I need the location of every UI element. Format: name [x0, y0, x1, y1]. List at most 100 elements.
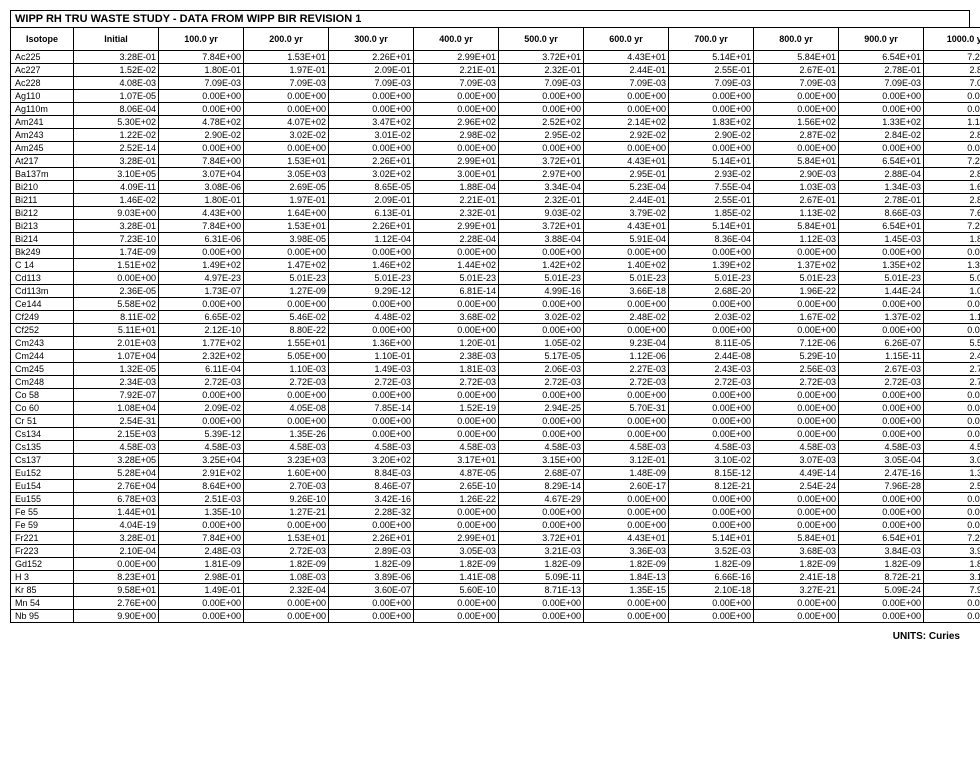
value-cell: 0.00E+00: [839, 428, 924, 441]
value-cell: 2.69E-05: [244, 181, 329, 194]
value-cell: 2.10E-18: [669, 584, 754, 597]
value-cell: 7.09E-03: [669, 77, 754, 90]
value-cell: 0.00E+00: [244, 246, 329, 259]
value-cell: 1.52E-02: [74, 64, 159, 77]
value-cell: 0.00E+00: [839, 298, 924, 311]
value-cell: 4.43E+01: [584, 220, 669, 233]
value-cell: 4.07E+02: [244, 116, 329, 129]
value-cell: 2.28E-04: [414, 233, 499, 246]
value-cell: 2.41E-18: [754, 571, 839, 584]
value-cell: 6.81E-14: [414, 285, 499, 298]
table-row: Cm2441.07E+042.32E+025.05E+001.10E-012.3…: [11, 350, 980, 363]
value-cell: 3.52E-03: [669, 545, 754, 558]
value-cell: 1.82E-09: [754, 558, 839, 571]
value-cell: 0.00E+00: [924, 103, 980, 116]
value-cell: 0.00E+00: [499, 103, 584, 116]
value-cell: 8.64E+00: [159, 480, 244, 493]
value-cell: 2.44E-01: [584, 64, 669, 77]
value-cell: 1.96E-22: [754, 285, 839, 298]
isotope-cell: Bi211: [11, 194, 74, 207]
value-cell: 0.00E+00: [924, 402, 980, 415]
value-cell: 1.37E-02: [839, 311, 924, 324]
isotope-cell: Cf249: [11, 311, 74, 324]
value-cell: 2.44E-08: [669, 350, 754, 363]
value-cell: 0.00E+00: [669, 519, 754, 532]
value-cell: 3.17E+01: [414, 454, 499, 467]
isotope-cell: Fr223: [11, 545, 74, 558]
value-cell: 1.07E+04: [74, 350, 159, 363]
value-cell: 2.92E-02: [584, 129, 669, 142]
value-cell: 3.02E+02: [329, 168, 414, 181]
value-cell: 3.72E+01: [499, 155, 584, 168]
value-cell: 3.28E-01: [74, 51, 159, 64]
isotope-cell: Ag110m: [11, 103, 74, 116]
value-cell: 2.84E-02: [839, 129, 924, 142]
value-cell: 2.78E-01: [839, 194, 924, 207]
value-cell: 2.34E-03: [74, 376, 159, 389]
value-cell: 0.00E+00: [244, 519, 329, 532]
value-cell: 4.58E-03: [839, 441, 924, 454]
isotope-cell: Cs135: [11, 441, 74, 454]
isotope-cell: Am241: [11, 116, 74, 129]
value-cell: 7.09E-03: [159, 77, 244, 90]
isotope-cell: Cm243: [11, 337, 74, 350]
col-header-value: 400.0 yr: [414, 28, 499, 51]
value-cell: 3.79E-02: [584, 207, 669, 220]
value-cell: 1.47E+02: [244, 259, 329, 272]
value-cell: 1.44E+01: [74, 506, 159, 519]
table-row: Cs1342.15E+035.39E-121.35E-260.00E+000.0…: [11, 428, 980, 441]
value-cell: 2.99E+01: [414, 155, 499, 168]
value-cell: 2.90E-02: [159, 129, 244, 142]
value-cell: 2.72E-03: [244, 545, 329, 558]
value-cell: 5.60E-10: [414, 584, 499, 597]
value-cell: 2.99E+01: [414, 220, 499, 233]
value-cell: 2.96E+02: [414, 116, 499, 129]
value-cell: 1.36E+00: [329, 337, 414, 350]
table-row: Ag110m8.06E-040.00E+000.00E+000.00E+000.…: [11, 103, 980, 116]
value-cell: 1.49E-01: [159, 584, 244, 597]
value-cell: 0.00E+00: [244, 90, 329, 103]
table-row: Bi2129.03E+004.43E+001.64E+006.13E-012.3…: [11, 207, 980, 220]
data-table: IsotopeInitial100.0 yr200.0 yr300.0 yr40…: [10, 27, 980, 623]
value-cell: 0.00E+00: [669, 103, 754, 116]
value-cell: 2.68E-07: [499, 467, 584, 480]
value-cell: 7.91E-27: [924, 584, 980, 597]
value-cell: 1.34E+02: [924, 259, 980, 272]
value-cell: 1.82E-09: [244, 558, 329, 571]
value-cell: 5.84E+01: [754, 220, 839, 233]
value-cell: 0.00E+00: [329, 389, 414, 402]
value-cell: 0.00E+00: [754, 324, 839, 337]
value-cell: 9.03E+00: [74, 207, 159, 220]
value-cell: 2.89E-01: [924, 194, 980, 207]
value-cell: 4.43E+01: [584, 51, 669, 64]
table-row: Bi2111.46E-021.80E-011.97E-012.09E-012.2…: [11, 194, 980, 207]
value-cell: 6.65E-02: [159, 311, 244, 324]
table-row: Co 601.08E+042.09E-024.05E-087.85E-141.5…: [11, 402, 980, 415]
value-cell: 0.00E+00: [329, 324, 414, 337]
value-cell: 0.00E+00: [584, 428, 669, 441]
value-cell: 2.49E-13: [924, 350, 980, 363]
value-cell: 0.00E+00: [159, 142, 244, 155]
value-cell: 7.84E+00: [159, 51, 244, 64]
value-cell: 1.97E-01: [244, 64, 329, 77]
value-cell: 0.00E+00: [924, 415, 980, 428]
value-cell: 6.78E+03: [74, 493, 159, 506]
table-row: Ac2271.52E-021.80E-011.97E-012.09E-012.2…: [11, 64, 980, 77]
value-cell: 2.48E-02: [584, 311, 669, 324]
table-row: Cm2451.32E-056.11E-041.10E-031.49E-031.8…: [11, 363, 980, 376]
value-cell: 2.89E-01: [924, 64, 980, 77]
value-cell: 3.28E+05: [74, 454, 159, 467]
value-cell: 2.72E-03: [159, 376, 244, 389]
value-cell: 4.58E-03: [499, 441, 584, 454]
value-cell: 2.72E-03: [669, 376, 754, 389]
value-cell: 1.35E+02: [839, 259, 924, 272]
value-cell: 4.48E-02: [329, 311, 414, 324]
value-cell: 3.00E+01: [414, 168, 499, 181]
table-row: Cm2432.01E+031.77E+021.55E+011.36E+001.2…: [11, 337, 980, 350]
table-row: Am2452.52E-140.00E+000.00E+000.00E+000.0…: [11, 142, 980, 155]
value-cell: 1.37E+02: [754, 259, 839, 272]
value-cell: 2.98E-02: [414, 129, 499, 142]
table-row: Bi2104.09E-113.08E-062.69E-058.65E-051.8…: [11, 181, 980, 194]
value-cell: 6.66E-16: [669, 571, 754, 584]
value-cell: 7.92E-07: [74, 389, 159, 402]
